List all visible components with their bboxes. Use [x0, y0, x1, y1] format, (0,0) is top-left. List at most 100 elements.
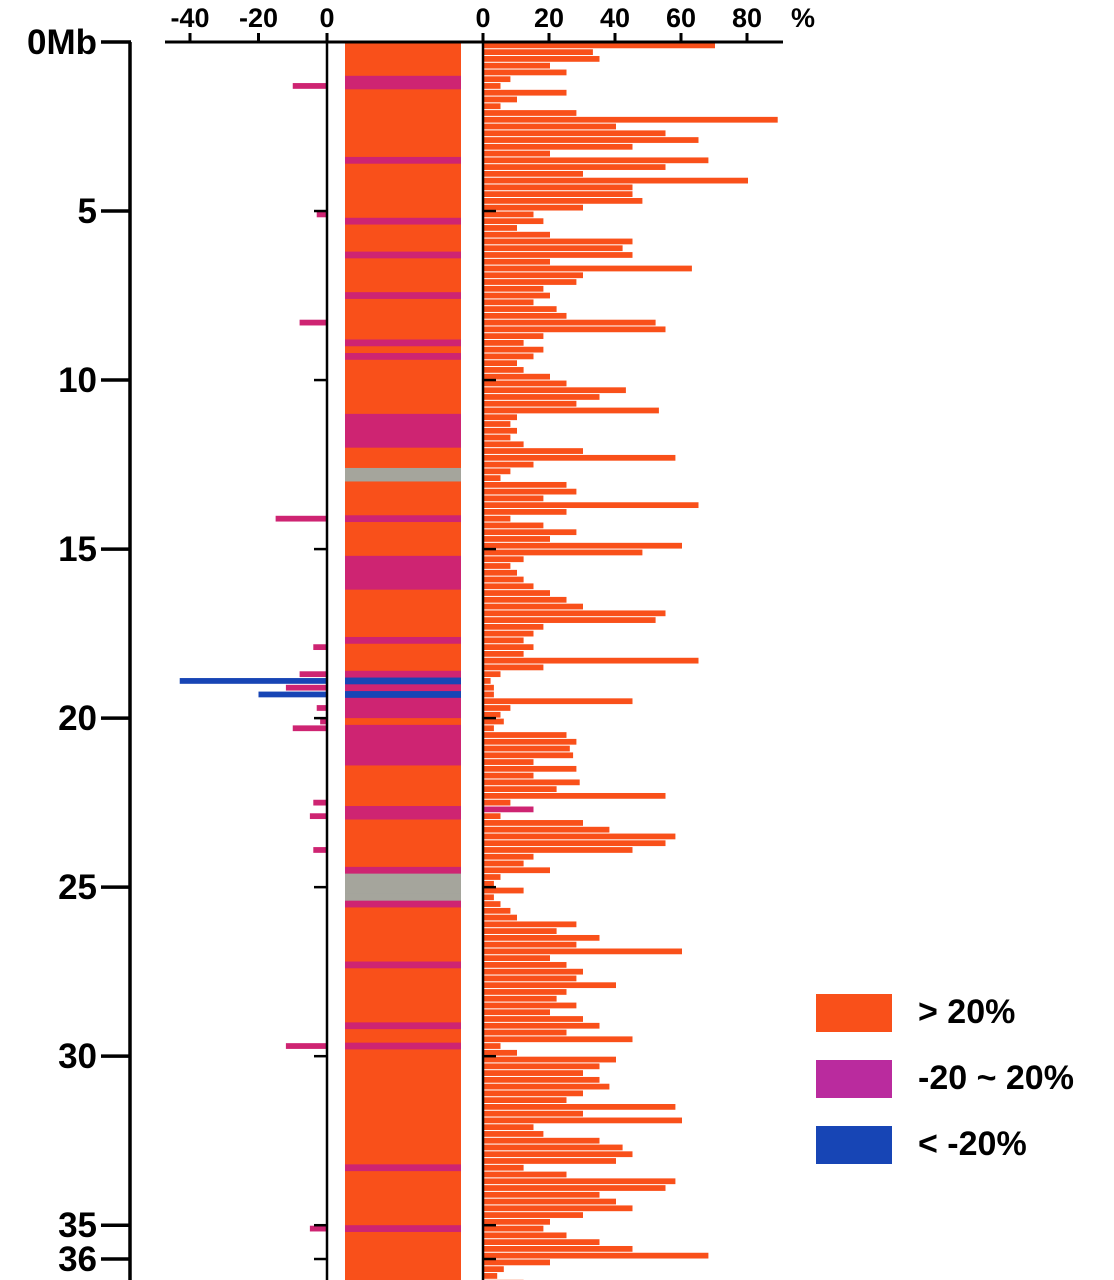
mb-tick-label: 20 — [58, 699, 97, 738]
ideogram-segment — [345, 826, 461, 834]
legend-swatch-mid — [816, 1059, 892, 1098]
ideogram-segment — [345, 1096, 461, 1104]
ideogram-segment — [345, 927, 461, 935]
ideogram-segment — [345, 731, 461, 739]
bar-positive — [484, 56, 600, 62]
ideogram-segment — [345, 839, 461, 847]
ideogram-segment — [345, 866, 461, 875]
bar-positive — [484, 556, 524, 563]
bar-negative — [313, 847, 327, 853]
bar-positive — [484, 252, 633, 258]
ideogram-segment — [345, 711, 461, 719]
ideogram-segment — [345, 447, 461, 455]
bar-positive — [484, 319, 656, 326]
bar-positive — [484, 806, 534, 813]
bar-positive — [484, 941, 577, 948]
bar-positive — [484, 738, 577, 745]
bar-positive — [484, 407, 659, 414]
ideogram-segment — [345, 1272, 461, 1280]
ideogram-segment — [345, 765, 461, 773]
bar-positive — [484, 387, 626, 394]
ideogram-segment — [345, 434, 461, 442]
ideogram-segment — [345, 975, 461, 983]
bar-positive — [484, 110, 577, 116]
bar-negative — [316, 705, 327, 711]
mb-tick-label: 5 — [78, 192, 97, 231]
ideogram-segment — [345, 1008, 461, 1017]
ideogram-segment — [345, 1137, 461, 1145]
bar-positive — [484, 590, 550, 596]
ideogram-segment — [345, 1238, 461, 1246]
ideogram-segment — [345, 204, 461, 212]
ideogram-segment — [345, 244, 461, 252]
bar-positive — [484, 1049, 517, 1056]
ideogram-segment — [345, 1204, 461, 1213]
ideogram-segment — [345, 393, 461, 401]
legend-swatch-gt20 — [816, 993, 892, 1032]
bar-positive — [484, 1225, 544, 1232]
bar-positive — [484, 225, 517, 231]
ideogram-segment — [345, 197, 461, 205]
bar-positive — [484, 820, 583, 826]
mb-tick-label: 30 — [58, 1037, 97, 1076]
bar-positive — [484, 76, 511, 83]
bar-positive — [484, 1137, 600, 1144]
bar-positive — [484, 596, 567, 603]
ideogram-segment — [345, 508, 461, 516]
axis-unit-label: % — [791, 3, 815, 33]
ideogram-segment — [345, 569, 461, 577]
ideogram-segment — [345, 650, 461, 658]
ideogram-segment — [345, 89, 461, 97]
zero-lines — [314, 42, 496, 1280]
ideogram-segment — [345, 785, 461, 793]
ideogram-segment — [345, 305, 461, 313]
ideogram-segment — [345, 758, 461, 766]
bar-positive — [484, 116, 778, 123]
bar-positive — [484, 515, 511, 522]
ideogram-segment — [345, 116, 461, 124]
ideogram-segment — [345, 278, 461, 286]
negative-bars — [179, 83, 327, 1232]
ideogram-segment — [345, 319, 461, 327]
bar-positive — [484, 1090, 583, 1097]
mb-tick-label: 25 — [58, 868, 97, 907]
bar-positive — [484, 380, 567, 387]
legend-label-mid: -20 ~ 20% — [918, 1059, 1074, 1097]
bar-positive — [484, 813, 501, 820]
ideogram-segment — [345, 271, 461, 280]
bar-positive — [484, 759, 534, 765]
bar-positive — [484, 502, 699, 509]
bar-positive — [484, 495, 544, 502]
ideogram-segment — [345, 873, 461, 881]
bar-positive — [484, 603, 583, 610]
bar-positive — [484, 1239, 600, 1245]
ideogram-segment — [345, 1171, 461, 1179]
bar-positive — [484, 610, 666, 617]
ideogram-segment — [345, 62, 461, 70]
bar-positive — [484, 89, 567, 96]
ideogram-segment — [345, 285, 461, 293]
bar-positive — [484, 339, 524, 346]
ideogram-segment — [345, 745, 461, 753]
bar-positive — [484, 542, 682, 549]
bar-positive — [484, 184, 633, 191]
ideogram-segment — [345, 265, 461, 273]
bar-positive — [484, 880, 494, 887]
bar-positive — [484, 414, 517, 421]
ideogram-segment — [345, 860, 461, 868]
ideogram-segment — [345, 1083, 461, 1091]
bar-negative — [316, 211, 327, 218]
bar-positive — [484, 826, 610, 833]
bar-positive — [484, 1218, 550, 1225]
ideogram-segment — [345, 488, 461, 496]
bar-positive — [484, 346, 544, 353]
mb-tick-label: 10 — [58, 361, 97, 400]
bar-positive — [484, 1016, 583, 1022]
ideogram-segment — [345, 346, 461, 354]
bar-negative — [299, 671, 327, 678]
ideogram-segment — [345, 427, 461, 435]
ideogram-segment — [345, 420, 461, 428]
ideogram-segment — [345, 515, 461, 523]
bar-positive — [484, 725, 494, 732]
